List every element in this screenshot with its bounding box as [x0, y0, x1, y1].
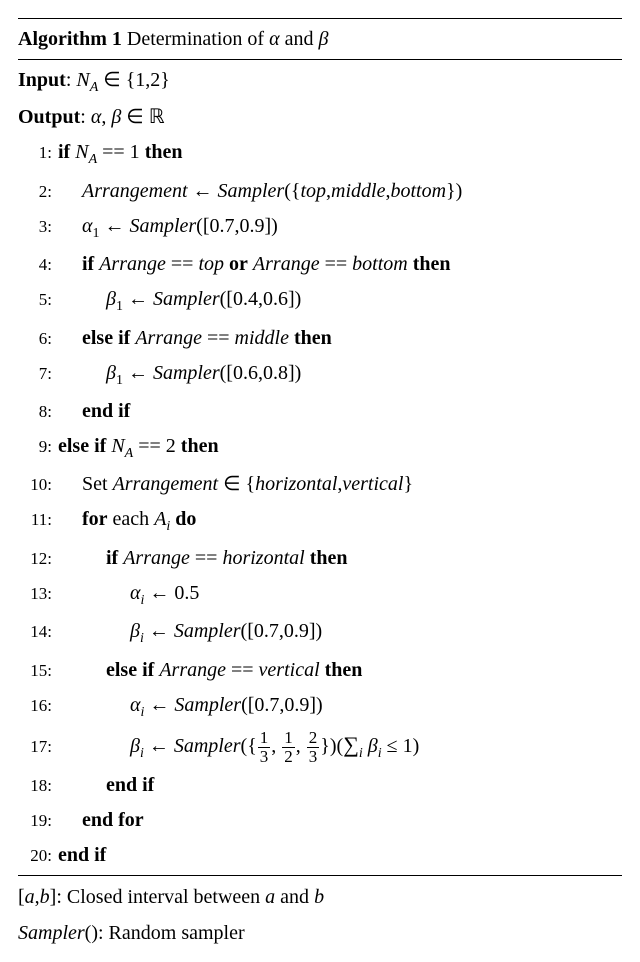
step-10: 10: Set Arrangement ∈ {horizontal,vertic… [18, 468, 622, 500]
code-line: β1 ← Sampler([0.4,0.6]) [58, 283, 622, 318]
top-rule [18, 18, 622, 19]
step-20: 20: end if [18, 839, 622, 871]
lineno: 19: [18, 807, 58, 834]
lineno: 7: [18, 360, 58, 387]
input-label: Input [18, 69, 66, 91]
step-12: 12: if Arrange == horizontal then [18, 542, 622, 574]
code-line: end if [58, 839, 622, 871]
lineno: 20: [18, 842, 58, 869]
code-line: αi ← Sampler([0.7,0.9]) [58, 689, 622, 724]
code-line: if NA == 1 then [58, 136, 622, 171]
step-3: 3: α1 ← Sampler([0.7,0.9]) [18, 210, 622, 245]
lineno: 12: [18, 545, 58, 572]
code-line: else if NA == 2 then [58, 430, 622, 465]
lineno: 15: [18, 657, 58, 684]
lineno: 13: [18, 580, 58, 607]
lineno: 8: [18, 398, 58, 425]
lineno: 17: [18, 733, 58, 760]
algorithm-title: Algorithm 1 Determination of α and β [18, 23, 622, 55]
footer-note-1: [a,b]: Closed interval between a and b [18, 882, 622, 912]
step-16: 16: αi ← Sampler([0.7,0.9]) [18, 689, 622, 724]
code-line: Arrangement ← Sampler({top,middle,bottom… [58, 175, 622, 207]
step-13: 13: αi ← 0.5 [18, 577, 622, 612]
lineno: 1: [18, 139, 58, 166]
lineno: 2: [18, 178, 58, 205]
step-6: 6: else if Arrange == middle then [18, 322, 622, 354]
lineno: 6: [18, 325, 58, 352]
code-line: for each Ai do [58, 503, 622, 538]
lineno: 11: [18, 506, 58, 533]
title-rule [18, 59, 622, 60]
lineno: 3: [18, 213, 58, 240]
step-5: 5: β1 ← Sampler([0.4,0.6]) [18, 283, 622, 318]
lineno: 16: [18, 692, 58, 719]
code-line: β1 ← Sampler([0.6,0.8]) [58, 357, 622, 392]
code-line: αi ← 0.5 [58, 577, 622, 612]
algo-label: Algorithm 1 [18, 28, 122, 50]
output-line: Output: α, β ∈ ℝ [18, 101, 622, 133]
lineno: 14: [18, 618, 58, 645]
lineno: 10: [18, 471, 58, 498]
step-15: 15: else if Arrange == vertical then [18, 654, 622, 686]
step-8: 8: end if [18, 395, 622, 427]
lineno: 18: [18, 772, 58, 799]
output-value: α, β ∈ ℝ [91, 106, 165, 128]
code-line: end if [58, 769, 622, 801]
bottom-rule [18, 875, 622, 876]
code-line: end for [58, 804, 622, 836]
footer-note-2: Sampler(): Random sampler [18, 918, 622, 948]
step-18: 18: end if [18, 769, 622, 801]
step-11: 11: for each Ai do [18, 503, 622, 538]
code-line: Set Arrangement ∈ {horizontal,vertical} [58, 468, 622, 500]
step-7: 7: β1 ← Sampler([0.6,0.8]) [18, 357, 622, 392]
code-line: βi ← Sampler({13, 12, 23})(∑i βi ≤ 1) [58, 727, 622, 766]
step-14: 14: βi ← Sampler([0.7,0.9]) [18, 615, 622, 650]
code-line: else if Arrange == vertical then [58, 654, 622, 686]
code-line: if Arrange == horizontal then [58, 542, 622, 574]
code-line: else if Arrange == middle then [58, 322, 622, 354]
step-19: 19: end for [18, 804, 622, 836]
code-line: end if [58, 395, 622, 427]
input-line: Input: NA ∈ {1,2} [18, 64, 622, 99]
code-line: α1 ← Sampler([0.7,0.9]) [58, 210, 622, 245]
input-value: NA ∈ {1,2} [76, 69, 170, 91]
code-line: if Arrange == top or Arrange == bottom t… [58, 248, 622, 280]
output-label: Output [18, 106, 80, 128]
step-9: 9: else if NA == 2 then [18, 430, 622, 465]
lineno: 4: [18, 251, 58, 278]
step-2: 2: Arrangement ← Sampler({top,middle,bot… [18, 175, 622, 207]
lineno: 5: [18, 286, 58, 313]
code-line: βi ← Sampler([0.7,0.9]) [58, 615, 622, 650]
algo-desc: Determination of α and β [127, 28, 329, 50]
step-17: 17: βi ← Sampler({13, 12, 23})(∑i βi ≤ 1… [18, 727, 622, 766]
lineno: 9: [18, 433, 58, 460]
step-1: 1: if NA == 1 then [18, 136, 622, 171]
step-4: 4: if Arrange == top or Arrange == botto… [18, 248, 622, 280]
